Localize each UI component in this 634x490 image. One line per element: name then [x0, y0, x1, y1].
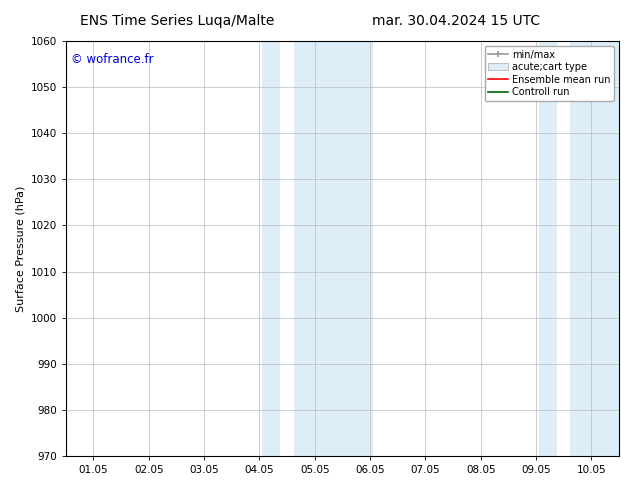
- Bar: [539, 41, 557, 456]
- Bar: [571, 41, 619, 456]
- Text: ENS Time Series Luqa/Malte: ENS Time Series Luqa/Malte: [81, 14, 275, 28]
- Bar: [294, 41, 373, 456]
- Text: mar. 30.04.2024 15 UTC: mar. 30.04.2024 15 UTC: [372, 14, 541, 28]
- Y-axis label: Surface Pressure (hPa): Surface Pressure (hPa): [15, 185, 25, 312]
- Text: © wofrance.fr: © wofrance.fr: [72, 53, 154, 67]
- Bar: [262, 41, 280, 456]
- Legend: min/max, acute;cart type, Ensemble mean run, Controll run: min/max, acute;cart type, Ensemble mean …: [484, 46, 614, 101]
